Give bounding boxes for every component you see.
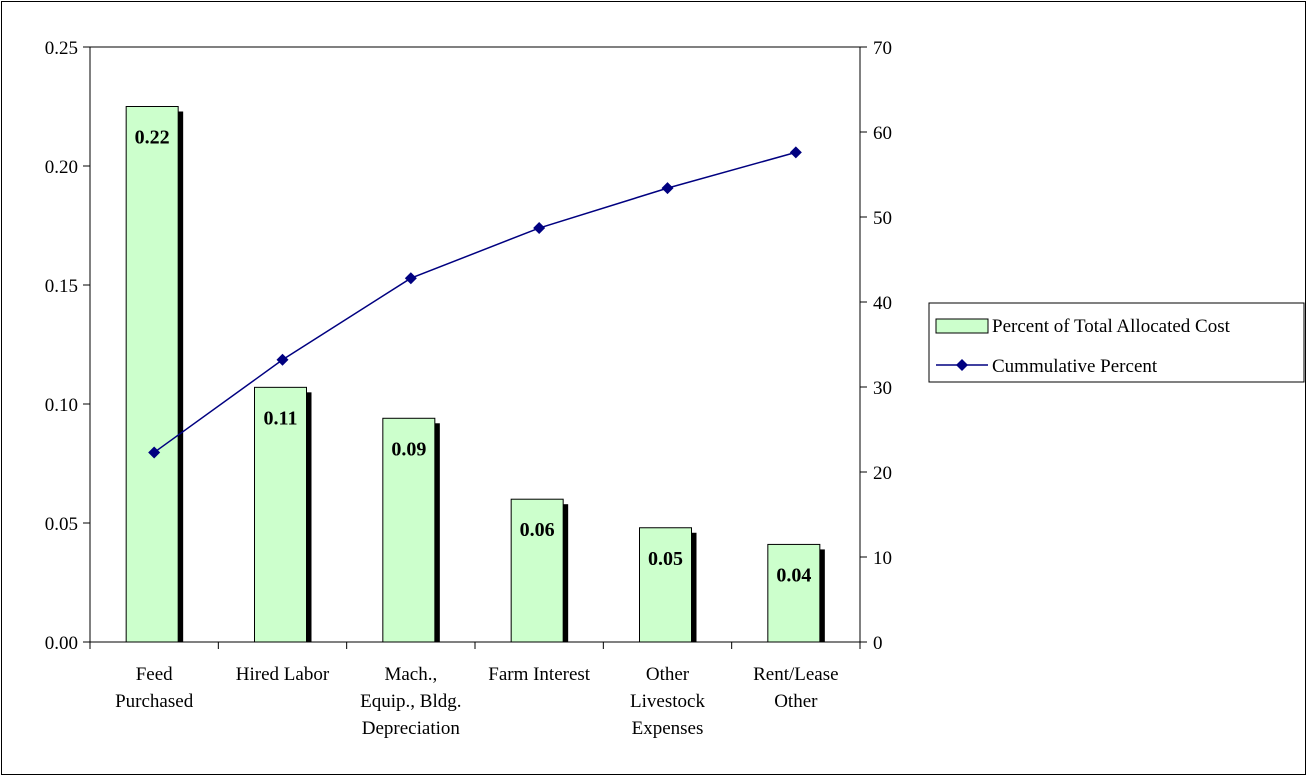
x-category-label-line: Depreciation: [362, 718, 461, 739]
right-tick-label: 20: [873, 463, 892, 484]
left-tick-label: 0.10: [45, 395, 78, 416]
x-category-label-line: Other: [646, 664, 690, 685]
legend: Percent of Total Allocated Cost Cummulat…: [928, 302, 1305, 383]
legend-bar-swatch: [935, 318, 989, 334]
legend-line-label: Cummulative Percent: [992, 356, 1158, 377]
line-marker-diamond: [533, 222, 546, 235]
bar: [125, 106, 179, 643]
cumulative-line: [153, 151, 797, 454]
right-tick-label: 60: [873, 123, 892, 144]
x-category-label: Rent/Lease Other: [753, 664, 838, 712]
bar-data-label: 0.22: [135, 127, 170, 149]
x-category-label-line: Livestock: [630, 691, 705, 712]
right-tick-label: 30: [873, 378, 892, 399]
x-category-label-line: Mach.,: [384, 664, 437, 685]
bar-data-label: 0.04: [776, 564, 811, 586]
left-tick-label: 0.25: [45, 38, 78, 59]
bar: [510, 498, 564, 643]
legend-diamond-marker: [956, 359, 968, 371]
bar-data-label: 0.09: [391, 438, 426, 460]
line-marker-diamond: [661, 182, 674, 195]
bar: [639, 527, 692, 643]
bar: [767, 543, 821, 643]
left-tick-label: 0.15: [45, 276, 78, 297]
x-category-label: Farm Interest: [488, 664, 591, 685]
x-category-label-line: Feed: [136, 664, 173, 685]
right-tick-label: 50: [873, 208, 892, 229]
legend-bar-label: Percent of Total Allocated Cost: [992, 316, 1231, 337]
line-marker-diamond: [789, 146, 802, 159]
left-tick-label: 0.20: [45, 157, 78, 178]
bar: [382, 417, 436, 643]
x-category-label: Other Livestock Expenses: [630, 664, 705, 739]
axis-labels: 0.00 0.05 0.10 0.15 0.20 0.25 0 10 20 30 40 50 60 70 F…: [45, 38, 892, 739]
line-marker-diamond: [404, 272, 417, 285]
right-tick-label: 70: [873, 38, 892, 59]
x-category-label-line: Farm Interest: [488, 664, 591, 685]
line-series: [148, 146, 802, 459]
x-category-label-line: Rent/Lease: [753, 664, 838, 685]
line-marker-diamond: [276, 353, 289, 366]
x-category-label-line: Expenses: [632, 718, 704, 739]
x-category-label-line: Other: [774, 691, 818, 712]
axes: [83, 46, 867, 649]
legend-box: [928, 302, 1305, 383]
x-category-label: Feed Purchased: [115, 664, 194, 712]
x-category-label-line: Hired Labor: [236, 664, 330, 685]
bar-data-label: 0.11: [264, 407, 298, 429]
line-marker-diamond: [148, 446, 161, 459]
right-tick-label: 0: [873, 633, 883, 654]
right-tick-label: 40: [873, 293, 892, 314]
left-tick-label: 0.00: [45, 633, 78, 654]
x-category-label: Hired Labor: [236, 664, 330, 685]
x-category-label-line: Purchased: [115, 691, 194, 712]
bar-data-label: 0.06: [520, 519, 555, 541]
x-category-label: Mach., Equip., Bldg. Depreciation: [360, 664, 461, 739]
left-tick-label: 0.05: [45, 514, 78, 535]
bar-series: [125, 106, 825, 643]
bar: [254, 386, 307, 643]
right-tick-label: 10: [873, 548, 892, 569]
x-category-label-line: Equip., Bldg.: [360, 691, 461, 712]
bar-data-label: 0.05: [648, 548, 683, 570]
